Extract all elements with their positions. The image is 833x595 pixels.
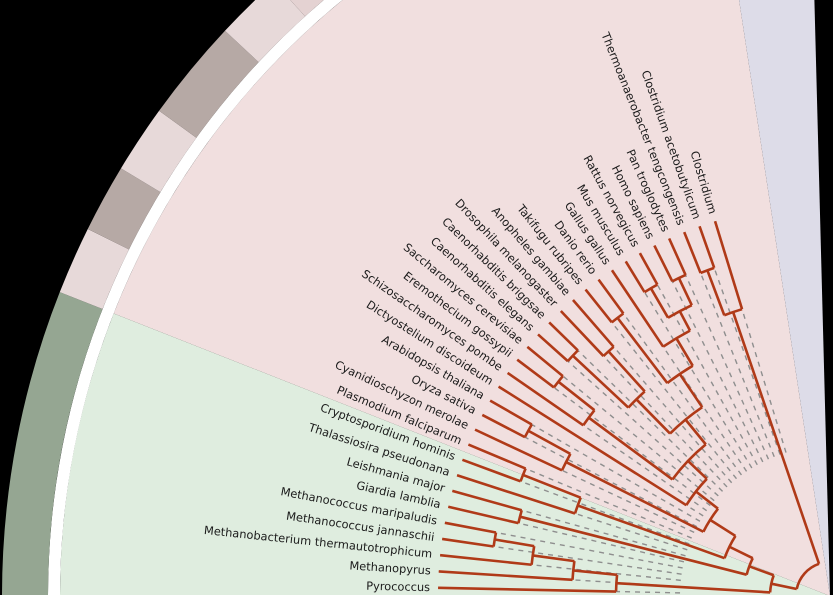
branch-radial [675, 337, 694, 367]
branch-radial [678, 310, 692, 332]
branch-arc [723, 535, 737, 559]
branch-radial [441, 537, 494, 548]
branch-radial [444, 521, 497, 534]
branch-radial [713, 220, 744, 310]
branch-radial [635, 398, 671, 435]
branch-radial [678, 373, 704, 408]
branch-arc [685, 477, 708, 506]
branch-radial [571, 354, 630, 409]
branch-radial [684, 418, 707, 446]
ring-segment-0 [2, 292, 103, 595]
leaf-label: Pyrococcus [366, 579, 430, 594]
branch-radial [532, 554, 575, 563]
ring-segment-2 [87, 168, 161, 250]
branch-radial [519, 515, 748, 576]
ring-segment-4 [159, 30, 259, 138]
clade-sectors [60, 0, 830, 595]
branch-radial [467, 443, 527, 470]
branch-radial [565, 460, 704, 533]
leader-line [625, 261, 753, 469]
branch-radial [728, 545, 754, 560]
branch-radial [474, 428, 563, 472]
leader-line [537, 333, 719, 497]
branch-radial [624, 260, 646, 293]
branch-radial [439, 553, 532, 567]
branch-arc [552, 375, 564, 389]
branch-radial [587, 416, 674, 481]
branch-radial [677, 277, 693, 306]
branch-radial [573, 569, 618, 577]
branch-radial [748, 565, 775, 577]
branch-radial [451, 489, 523, 512]
branch-arc [523, 423, 533, 438]
branch-radial [461, 458, 522, 483]
branch-arc [662, 329, 691, 348]
branch-radial [616, 581, 771, 594]
branch-radial [698, 225, 716, 269]
leaf-label: Methanopyrus [349, 558, 431, 577]
branch-radial [438, 586, 617, 593]
branch-radial [481, 413, 526, 439]
ring-segment-5 [224, 0, 306, 63]
branch-radial [695, 490, 719, 510]
branch-radial [577, 504, 726, 560]
leader-line [639, 252, 758, 466]
branch-radial [687, 459, 708, 480]
branch-radial [494, 538, 535, 548]
branch-arc [530, 545, 536, 565]
branch-radial [526, 345, 564, 378]
branch-radial [489, 399, 533, 426]
ring-segment-3 [120, 110, 197, 193]
branch-radial [771, 582, 797, 591]
outer-group-ring [2, 0, 324, 595]
branch-radial [616, 317, 669, 384]
branch-radial [506, 371, 585, 427]
ring-segment-1 [59, 228, 130, 310]
branch-radial [559, 310, 605, 357]
branch-radial [683, 231, 702, 274]
branch-radial [527, 429, 571, 455]
branch-radial [731, 311, 821, 565]
branch-radial [597, 278, 625, 315]
branch-radial [456, 474, 576, 515]
branch-radial [537, 333, 569, 363]
branch-radial [584, 288, 613, 324]
clade-sector-eukaryota [113, 0, 830, 595]
clade-sector-bacteria [739, 0, 830, 595]
branch-radial [709, 518, 737, 538]
branch-radial [522, 473, 582, 499]
branch-radial [516, 358, 555, 389]
branch-radial [572, 299, 615, 348]
branch-arc [602, 345, 615, 358]
tree-branches [438, 220, 821, 594]
branch-radial [638, 252, 659, 286]
branch-arc [582, 409, 596, 427]
branch-radial [497, 385, 687, 507]
branch-radial [447, 505, 519, 525]
branch-radial [706, 269, 726, 316]
branch-radial [667, 237, 687, 276]
branch-radial [653, 244, 674, 282]
branch-radial [610, 269, 665, 348]
branch-arc [666, 364, 694, 385]
branch-radial [557, 380, 596, 412]
branch-arc [667, 303, 693, 319]
branch-arc [795, 562, 820, 590]
branch-radial [649, 287, 670, 319]
branch-radial [548, 321, 579, 352]
branch-arc [573, 497, 582, 514]
clade-sector-archaea [60, 313, 828, 595]
branch-arc [560, 453, 572, 471]
branch-radial [607, 350, 646, 393]
ring-segment-6 [290, 0, 324, 17]
branch-radial [438, 570, 573, 582]
